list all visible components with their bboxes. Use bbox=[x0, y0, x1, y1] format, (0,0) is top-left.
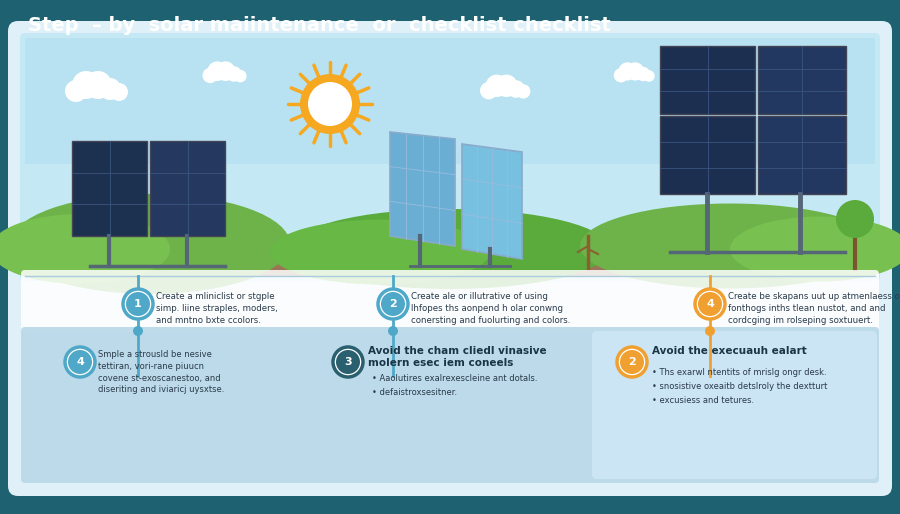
Circle shape bbox=[643, 70, 654, 82]
Bar bbox=[72, 141, 147, 236]
Text: • defaistroxsesitner.: • defaistroxsesitner. bbox=[372, 388, 457, 397]
Text: 4: 4 bbox=[76, 357, 84, 367]
Circle shape bbox=[68, 350, 92, 374]
Bar bbox=[25, 38, 875, 164]
Circle shape bbox=[336, 350, 360, 374]
Circle shape bbox=[617, 347, 647, 377]
Circle shape bbox=[300, 74, 360, 134]
Bar bbox=[25, 234, 875, 242]
Circle shape bbox=[123, 289, 153, 319]
Circle shape bbox=[126, 292, 150, 316]
Circle shape bbox=[495, 75, 518, 97]
Bar bbox=[150, 141, 225, 236]
Circle shape bbox=[226, 66, 242, 82]
Text: 1: 1 bbox=[134, 299, 142, 309]
FancyBboxPatch shape bbox=[592, 331, 877, 479]
Text: 4: 4 bbox=[706, 299, 714, 309]
Circle shape bbox=[308, 82, 352, 126]
Circle shape bbox=[516, 84, 530, 99]
Bar bbox=[758, 46, 846, 114]
Ellipse shape bbox=[836, 200, 874, 238]
Circle shape bbox=[388, 326, 398, 336]
FancyBboxPatch shape bbox=[20, 33, 880, 281]
Circle shape bbox=[84, 71, 112, 99]
Circle shape bbox=[65, 80, 87, 102]
Circle shape bbox=[705, 326, 715, 336]
Circle shape bbox=[202, 68, 218, 83]
Circle shape bbox=[486, 75, 508, 97]
FancyBboxPatch shape bbox=[21, 327, 879, 483]
Ellipse shape bbox=[580, 204, 880, 288]
Circle shape bbox=[99, 78, 121, 100]
Ellipse shape bbox=[10, 194, 290, 294]
Ellipse shape bbox=[730, 216, 900, 282]
Text: 3: 3 bbox=[344, 357, 352, 367]
Circle shape bbox=[695, 289, 725, 319]
Circle shape bbox=[216, 61, 236, 81]
Text: • Aaolutires exalrexescleine ant dotals.: • Aaolutires exalrexescleine ant dotals. bbox=[372, 374, 537, 383]
Circle shape bbox=[480, 82, 498, 99]
Circle shape bbox=[207, 61, 227, 81]
Bar bbox=[758, 116, 846, 194]
Text: • snosistive oxeaitb detslroly the dextturt: • snosistive oxeaitb detslroly the dextt… bbox=[652, 382, 827, 391]
Bar bbox=[660, 46, 755, 114]
Text: 2: 2 bbox=[628, 357, 636, 367]
Bar bbox=[25, 241, 875, 276]
Circle shape bbox=[508, 80, 525, 98]
Ellipse shape bbox=[290, 209, 610, 289]
Text: Smple a strousld be nesive
tettiran, vori-rane piuucn
covene st-exoscanestoo, an: Smple a strousld be nesive tettiran, vor… bbox=[98, 350, 224, 394]
Ellipse shape bbox=[270, 219, 490, 285]
FancyBboxPatch shape bbox=[8, 21, 892, 496]
Polygon shape bbox=[390, 132, 455, 246]
Text: Create a mliniclist or stgple
simp. liine straples, moders,
and mntno bxte ccolo: Create a mliniclist or stgple simp. liin… bbox=[156, 292, 278, 325]
Text: • excusiess and tetures.: • excusiess and tetures. bbox=[652, 396, 754, 405]
Circle shape bbox=[618, 62, 636, 81]
Circle shape bbox=[65, 347, 95, 377]
Circle shape bbox=[698, 292, 722, 316]
Circle shape bbox=[614, 68, 628, 82]
Circle shape bbox=[110, 83, 128, 101]
Circle shape bbox=[234, 70, 247, 82]
Polygon shape bbox=[462, 144, 522, 259]
Circle shape bbox=[381, 292, 405, 316]
Text: Create ale or illutrative of using
lhfopes ths aonpend h olar conwng
conersting : Create ale or illutrative of using lhfop… bbox=[411, 292, 571, 325]
Circle shape bbox=[635, 67, 650, 81]
Text: Create be skapans uut up atmenlaess of
fonthogs inths tlean nustot, and and
cord: Create be skapans uut up atmenlaess of f… bbox=[728, 292, 900, 325]
Bar bbox=[660, 116, 755, 194]
FancyBboxPatch shape bbox=[21, 270, 879, 333]
Text: • Ths exarwl ntentits of mrislg ongr desk.: • Ths exarwl ntentits of mrislg ongr des… bbox=[652, 368, 826, 377]
Text: 2: 2 bbox=[389, 299, 397, 309]
Circle shape bbox=[333, 347, 363, 377]
Text: Step  – by  solar maiintenance  or  checklist checklist: Step – by solar maiintenance or checklis… bbox=[28, 16, 611, 35]
Circle shape bbox=[133, 326, 143, 336]
Circle shape bbox=[72, 71, 100, 99]
Circle shape bbox=[378, 289, 408, 319]
Circle shape bbox=[626, 62, 644, 81]
Text: Avoid the cham cliedl vinasive
molern esec iem coneels: Avoid the cham cliedl vinasive molern es… bbox=[368, 346, 546, 368]
Ellipse shape bbox=[0, 214, 170, 284]
Text: Avoid the execuauh ealart: Avoid the execuauh ealart bbox=[652, 346, 806, 356]
Circle shape bbox=[620, 350, 644, 374]
